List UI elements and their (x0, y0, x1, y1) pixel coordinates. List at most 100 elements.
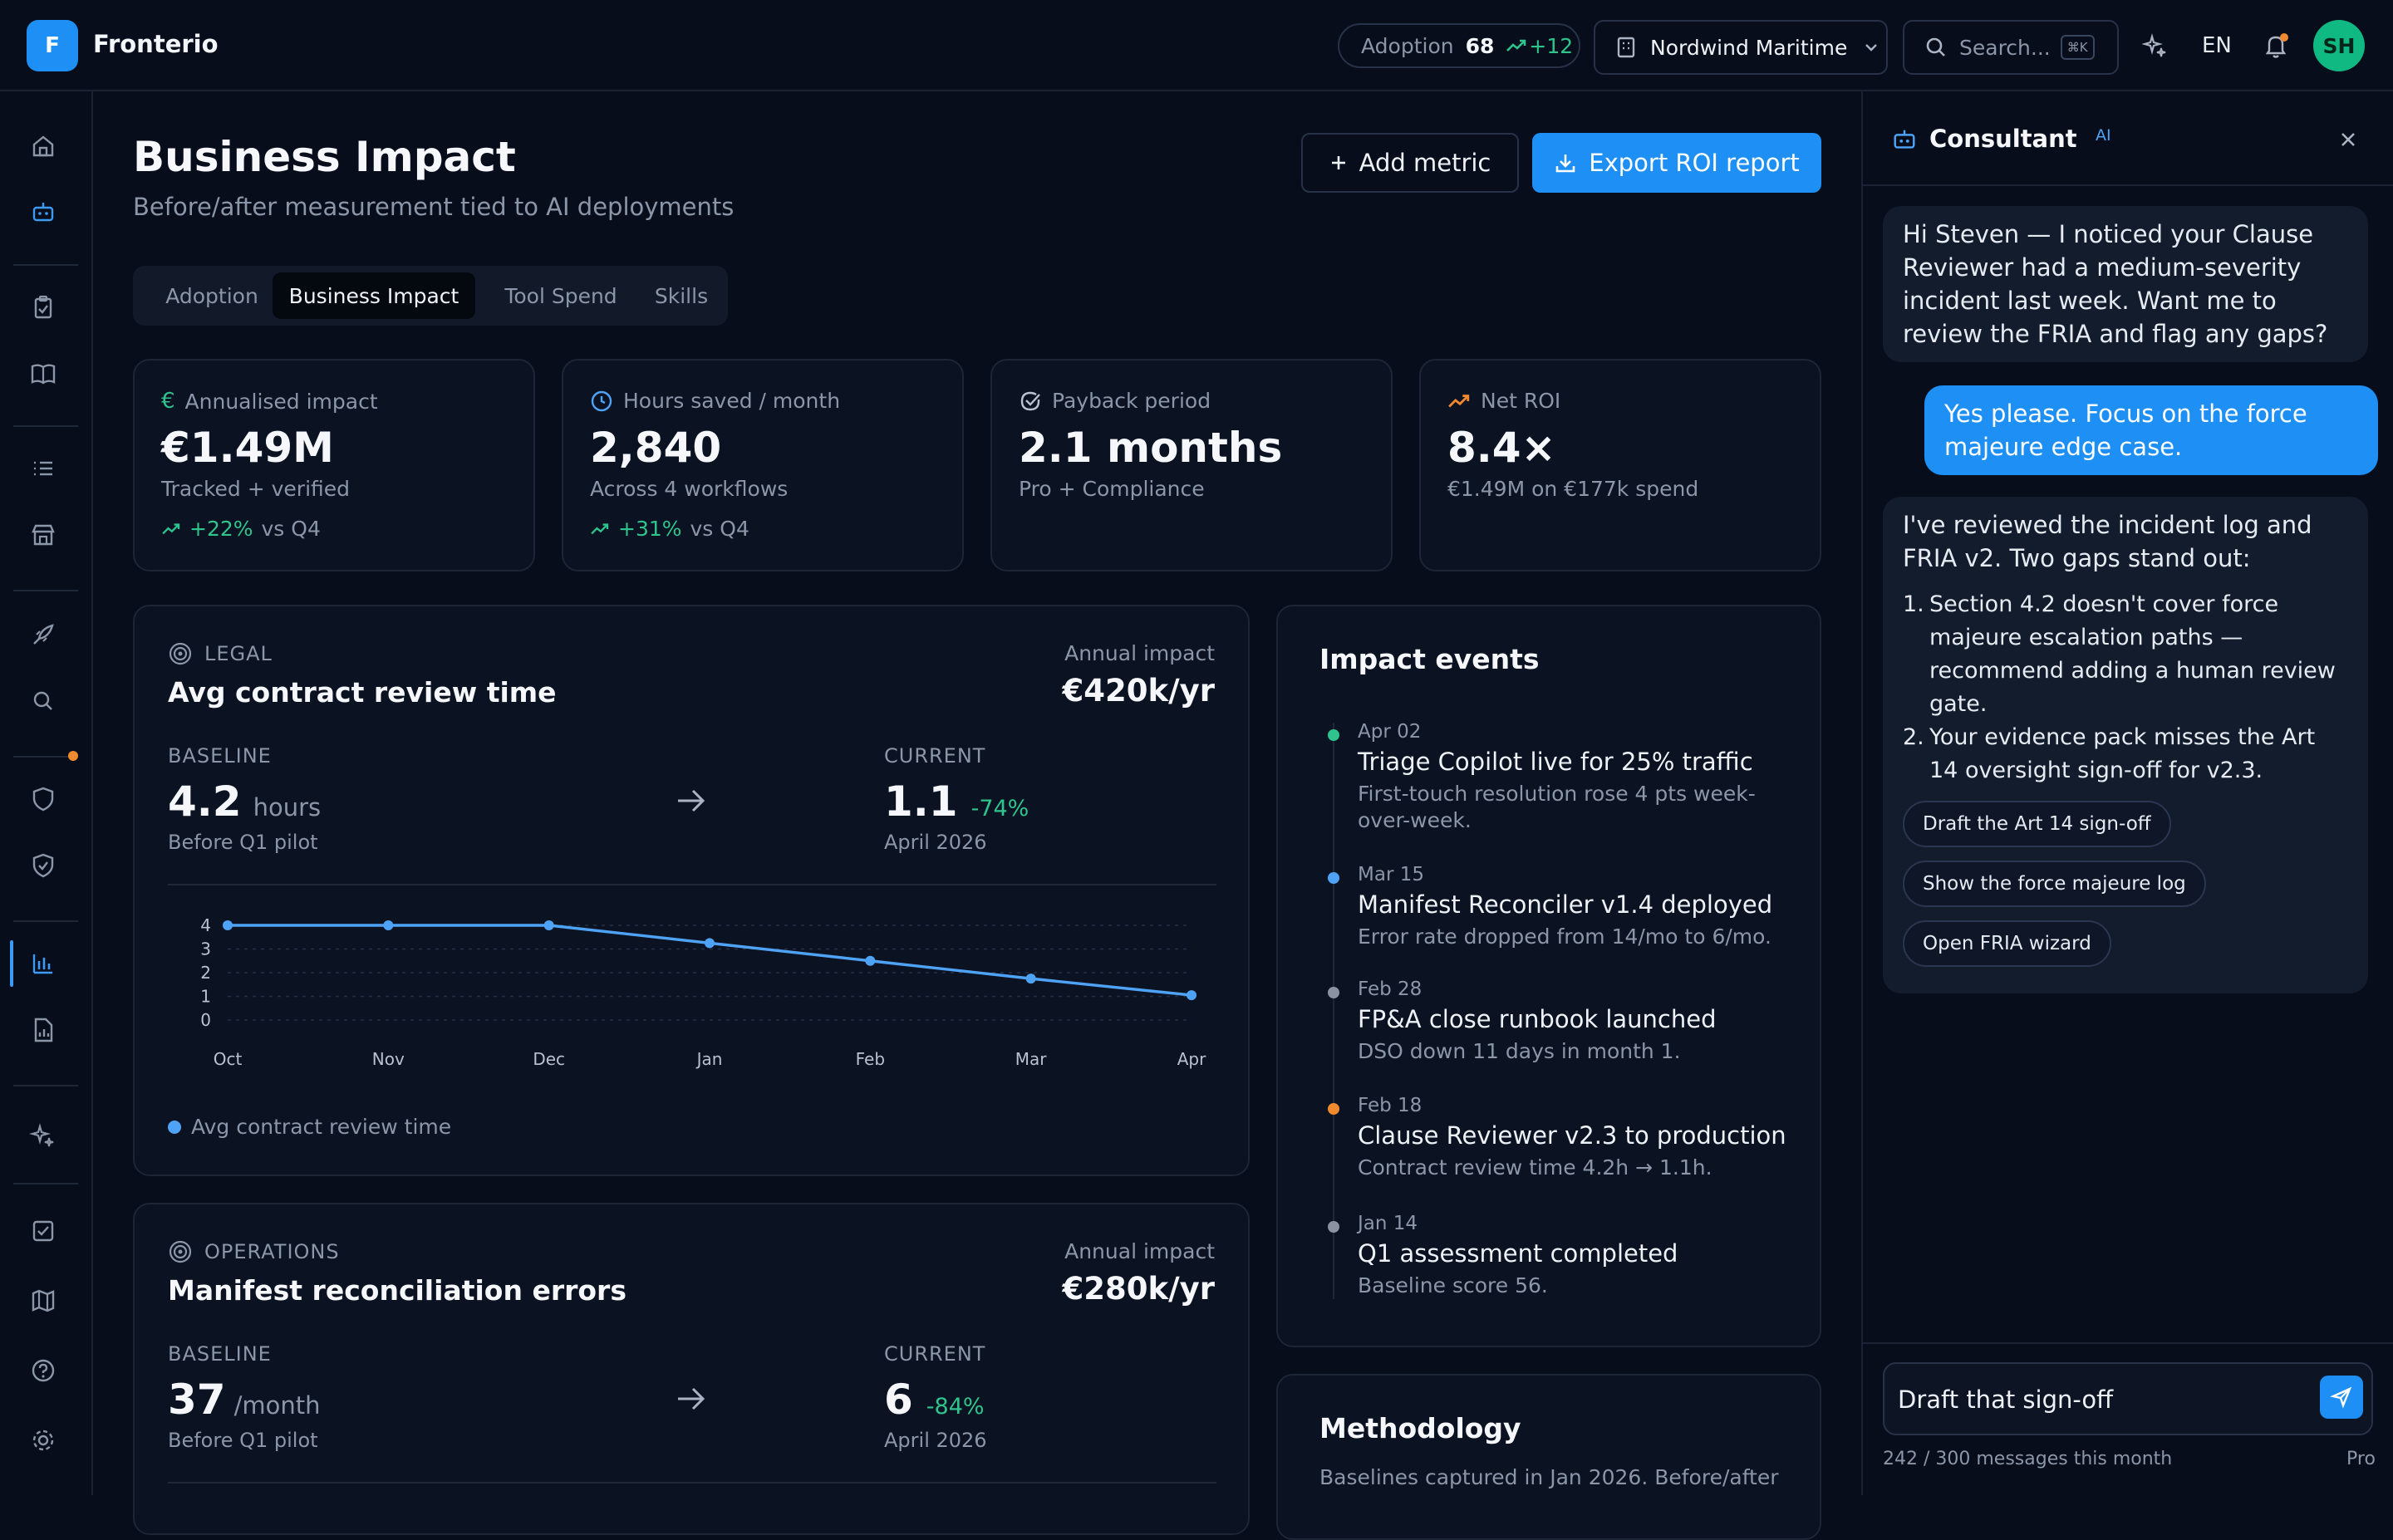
sidebar-divider (13, 920, 78, 922)
store-icon[interactable] (27, 518, 60, 552)
y-tick-label: 1 (200, 987, 211, 1007)
events-title: Impact events (1319, 643, 1540, 675)
event-item[interactable]: Feb 28 FP&A close runbook launched DSO dow… (1328, 978, 1790, 1065)
tab-business-impact[interactable]: Business Impact (273, 272, 475, 319)
legend-swatch (168, 1120, 181, 1134)
user-message: Yes please. Focus on the force majeure e… (1924, 385, 2378, 475)
search-box[interactable]: Search... ⌘K (1903, 20, 2119, 75)
x-tick-label: Apr (1177, 1049, 1206, 1069)
export-roi-button[interactable]: Export ROI report (1532, 133, 1821, 193)
sidebar (0, 91, 93, 1495)
y-tick-label: 3 (200, 939, 211, 959)
stat-card-net-roi: Net ROI 8.4× €1.49M on €177k spend (1419, 359, 1821, 571)
search-icon[interactable] (27, 684, 60, 718)
check-square-icon[interactable] (27, 1214, 60, 1248)
data-point (383, 920, 394, 930)
impact-label: Annual impact (1064, 1239, 1215, 1263)
stat-label-row: € Annualised impact (161, 389, 378, 414)
file-chart-icon[interactable] (27, 1013, 60, 1047)
stat-card-payback-period: Payback period 2.1 months Pro + Complian… (990, 359, 1393, 571)
metric-title: Avg contract review time (168, 676, 557, 709)
map-icon[interactable] (27, 1284, 60, 1317)
bell-icon[interactable] (2262, 32, 2290, 60)
avatar[interactable]: SH (2313, 20, 2365, 71)
stat-label-row: Payback period (1019, 389, 1211, 413)
event-item[interactable]: Jan 14 Q1 assessment completed Baseline sc… (1328, 1213, 1790, 1299)
event-dot (1328, 987, 1339, 998)
rocket-icon[interactable] (27, 618, 60, 651)
shield-check-icon[interactable] (27, 849, 60, 882)
event-title: Triage Copilot live for 25% traffic (1358, 748, 1753, 776)
metric-category: OPERATIONS (204, 1240, 340, 1263)
assistant-message-review: I've reviewed the incident log and FRIA … (1883, 497, 2368, 993)
trend-up-icon (162, 522, 180, 534)
metric-category: LEGAL (204, 642, 273, 665)
message-input-value: Draft that sign-off (1898, 1386, 2114, 1414)
event-date: Jan 14 (1358, 1213, 1418, 1234)
org-switcher[interactable]: Nordwind Maritime (1594, 20, 1888, 75)
review-intro: I've reviewed the incident log and FRIA … (1903, 511, 2312, 572)
search-placeholder: Search... (1959, 35, 2051, 60)
search-shortcut: ⌘K (2060, 35, 2095, 60)
current-label: CURRENT (884, 1342, 986, 1366)
event-item[interactable]: Mar 15 Manifest Reconciler v1.4 deployed E… (1328, 864, 1790, 950)
notification-dot (68, 751, 78, 761)
sparkles-icon[interactable] (2142, 33, 2169, 60)
suggestion-chip-draft-sign-off[interactable]: Draft the Art 14 sign-off (1903, 801, 2171, 847)
help-circle-icon[interactable] (27, 1354, 60, 1387)
legend-label: Avg contract review time (191, 1115, 452, 1139)
suggestion-chip-open-fria[interactable]: Open FRIA wizard (1903, 920, 2111, 967)
gear-icon[interactable] (27, 1424, 60, 1457)
stat-value: 2,840 (590, 424, 722, 472)
send-button[interactable] (2320, 1376, 2363, 1419)
sidebar-divider (13, 1085, 78, 1086)
euro-icon: € (161, 389, 175, 414)
app-logo[interactable]: F (27, 20, 78, 71)
sparkles-icon[interactable] (27, 1120, 60, 1153)
metric-card-operations[interactable]: OPERATIONS Manifest reconciliation error… (133, 1203, 1250, 1535)
download-icon (1555, 154, 1575, 173)
building-icon (1617, 37, 1635, 58)
point-number: 1. (1903, 591, 1924, 617)
y-tick-label: 4 (200, 915, 211, 935)
tab-skills[interactable]: Skills (654, 283, 709, 308)
x-tick-label: Mar (1015, 1049, 1048, 1069)
ai-badge: AI (2096, 126, 2111, 145)
target-icon (169, 1240, 192, 1263)
bot-icon (1891, 126, 1918, 156)
sidebar-divider (13, 264, 78, 266)
stat-label-row: Net ROI (1447, 389, 1560, 413)
tab-adoption[interactable]: Adoption (165, 283, 258, 308)
list-ordered-icon[interactable] (27, 452, 60, 485)
language-switcher[interactable]: EN (2202, 33, 2232, 58)
home-icon[interactable] (27, 130, 60, 163)
add-metric-button[interactable]: Add metric (1301, 133, 1519, 193)
metric-card-legal[interactable]: LEGAL Avg contract review time Annual im… (133, 605, 1250, 1176)
impact-events-card: Impact events Apr 02 Triage Copilot live … (1276, 605, 1821, 1347)
event-title: Clause Reviewer v2.3 to production (1358, 1121, 1786, 1150)
book-open-icon[interactable] (27, 357, 60, 390)
baseline-unit: /month (233, 1391, 321, 1420)
event-title: Q1 assessment completed (1358, 1239, 1678, 1268)
current-change: -84% (926, 1394, 985, 1420)
message-input[interactable]: Draft that sign-off (1883, 1362, 2373, 1435)
clipboard-check-icon[interactable] (27, 291, 60, 324)
event-description: Error rate dropped from 14/mo to 6/mo. (1358, 924, 1771, 949)
event-item[interactable]: Feb 18 Clause Reviewer v2.3 to production… (1328, 1095, 1790, 1181)
active-indicator (10, 940, 13, 987)
suggestion-chip-force-majeure-log[interactable]: Show the force majeure log (1903, 861, 2206, 907)
adoption-score-pill[interactable]: Adoption 68 +12 (1338, 23, 1580, 68)
x-tick-label: Jan (695, 1049, 723, 1069)
metric-category-row: LEGAL (168, 641, 273, 666)
tab-tool-spend[interactable]: Tool Spend (504, 283, 617, 308)
event-date: Apr 02 (1358, 721, 1422, 743)
methodology-card: Methodology Baselines captured in Jan 20… (1276, 1374, 1821, 1540)
event-item[interactable]: Apr 02 Triage Copilot live for 25% traffi… (1328, 721, 1790, 834)
review-point: Section 4.2 doesn't cover force majeure … (1929, 591, 2336, 717)
sidebar-divider (13, 1183, 78, 1184)
current-value: 1.1 (884, 777, 958, 826)
close-icon[interactable] (2336, 128, 2360, 151)
bot-icon[interactable] (27, 196, 60, 229)
shield-icon[interactable] (27, 782, 60, 816)
bar-chart-icon[interactable] (27, 947, 60, 980)
